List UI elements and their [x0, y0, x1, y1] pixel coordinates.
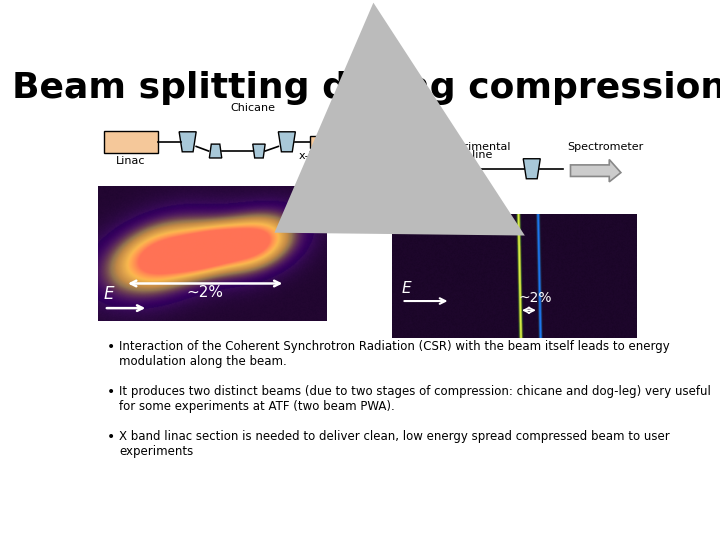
Polygon shape — [279, 132, 295, 152]
FancyBboxPatch shape — [104, 131, 158, 153]
Text: Beam splitting during compression: Beam splitting during compression — [12, 71, 720, 105]
Text: Dog-leg: Dog-leg — [350, 112, 393, 123]
Polygon shape — [253, 144, 265, 158]
Text: Chicane: Chicane — [230, 103, 275, 112]
Polygon shape — [436, 159, 454, 179]
Polygon shape — [570, 159, 621, 182]
Text: ~2%: ~2% — [518, 291, 552, 305]
Text: beam line: beam line — [437, 150, 492, 159]
Polygon shape — [179, 132, 196, 152]
Text: Experimental: Experimental — [437, 142, 512, 152]
Polygon shape — [523, 159, 540, 179]
Polygon shape — [210, 144, 222, 158]
Polygon shape — [337, 132, 354, 152]
Text: Linac: Linac — [117, 157, 146, 166]
FancyBboxPatch shape — [310, 136, 325, 148]
Text: It produces two distinct beams (due to two stages of compression: chicane and do: It produces two distinct beams (due to t… — [120, 385, 711, 413]
Text: E: E — [104, 285, 114, 303]
Text: X band linac section is needed to deliver clean, low energy spread compressed be: X band linac section is needed to delive… — [120, 430, 670, 458]
Text: x-band: x-band — [299, 151, 337, 161]
Text: Spectrometer: Spectrometer — [567, 142, 644, 152]
Text: •: • — [107, 340, 115, 354]
Text: Interaction of the Coherent Synchrotron Radiation (CSR) with the beam itself lea: Interaction of the Coherent Synchrotron … — [120, 340, 670, 368]
Text: •: • — [107, 430, 115, 444]
Text: E: E — [402, 281, 411, 296]
Text: •: • — [107, 385, 115, 399]
Text: ~2%: ~2% — [186, 285, 224, 300]
